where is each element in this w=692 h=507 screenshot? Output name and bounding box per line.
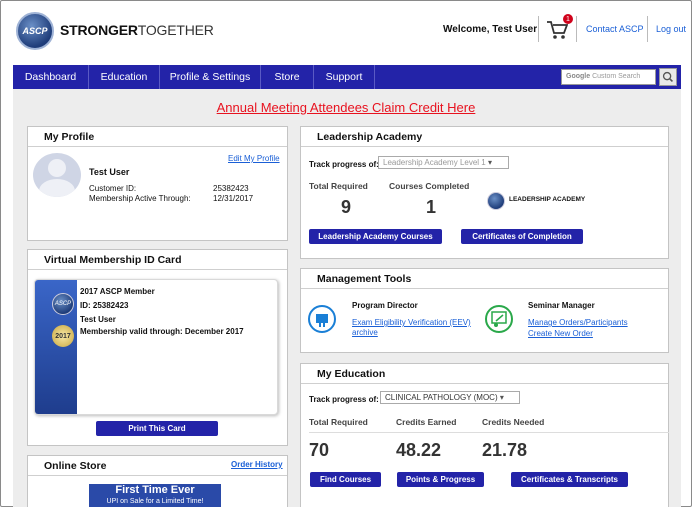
print-card-button[interactable]: Print This Card [96, 421, 218, 436]
education-track-select[interactable]: CLINICAL PATHOLOGY (MOC) ▾ [380, 391, 520, 404]
leadership-completed-value: 1 [426, 197, 437, 217]
membership-label: Membership Active Through: [89, 194, 191, 203]
brand-rest: TOGETHER [137, 22, 214, 38]
eev-link[interactable]: Exam Eligibility Verification (EEV) [352, 318, 471, 327]
nav-support[interactable]: Support [325, 71, 363, 83]
leadership-academy-logo [487, 192, 505, 210]
nav-divider [159, 65, 160, 89]
education-total-value: 70 [309, 440, 330, 460]
leadership-courses-button[interactable]: Leadership Academy Courses [309, 229, 442, 244]
leadership-track-label: Track progress of: [309, 160, 379, 169]
brand-bold: STRONGER [60, 22, 138, 38]
management-panel: Management Tools [300, 268, 669, 353]
header-divider [576, 16, 577, 42]
credits-earned-label: Credits Earned [396, 417, 457, 427]
chevron-down-icon: ▾ [487, 158, 492, 167]
nav-dashboard[interactable]: Dashboard [24, 71, 77, 83]
header-divider [647, 16, 648, 42]
brand-name: STRONGERTOGETHER [60, 22, 214, 38]
nav-profile-settings[interactable]: Profile & Settings [169, 71, 251, 83]
education-title: My Education [301, 364, 668, 384]
program-director-title: Program Director [352, 301, 418, 310]
cart-count-badge: 1 [563, 14, 573, 24]
profile-name: Test User [89, 167, 130, 177]
create-order-link[interactable]: Create New Order [528, 329, 593, 338]
card-logo: ASCP [52, 293, 74, 315]
banner-title: First Time Ever [115, 484, 195, 496]
leadership-total-value: 9 [341, 197, 352, 217]
leadership-track-select[interactable]: Leadership Academy Level 1 ▾ [378, 156, 509, 169]
claim-credit-link[interactable]: Annual Meeting Attendees Claim Credit He… [216, 100, 476, 115]
card-line-2: ID: 25382423 [80, 301, 129, 310]
seminar-manager-title: Seminar Manager [528, 301, 595, 310]
nav-divider [313, 65, 314, 89]
logout-link[interactable]: Log out [656, 24, 687, 34]
membership-date: 12/31/2017 [213, 194, 254, 203]
certificates-completion-button[interactable]: Certificates of Completion [461, 229, 583, 244]
credits-needed-label: Credits Needed [482, 417, 545, 427]
card-logo-text: ASCP [54, 301, 72, 307]
nav-store[interactable]: Store [274, 71, 300, 83]
id-card-title: Virtual Membership ID Card [28, 250, 287, 270]
banner-subtitle: UPI on Sale for a Limited Time! [106, 498, 204, 505]
seminar-manager-icon [485, 305, 513, 333]
nav-education[interactable]: Education [100, 71, 148, 83]
promo-banner[interactable]: First Time Ever UPI on Sale for a Limite… [89, 484, 221, 507]
store-title: Online Store [28, 456, 287, 476]
points-progress-button[interactable]: Points & Progress [397, 472, 484, 487]
profile-panel: My Profile [27, 126, 288, 241]
credits-needed-value: 21.78 [482, 440, 528, 460]
leadership-title: Leadership Academy [301, 127, 668, 147]
education-track-value: CLINICAL PATHOLOGY (MOC) [385, 393, 498, 402]
card-year-text: 2017 [55, 332, 71, 340]
search-icon[interactable] [659, 68, 677, 86]
order-history-link[interactable]: Order History [231, 460, 283, 469]
nav-divider [88, 65, 89, 89]
leadership-total-label: Total Required [309, 181, 368, 191]
header-divider [538, 16, 539, 42]
education-divider [309, 432, 669, 433]
search-placeholder: Custom Search [592, 73, 641, 80]
find-courses-button[interactable]: Find Courses [310, 472, 381, 487]
membership-card: ASCP 2017 [34, 279, 278, 415]
cart-icon[interactable] [546, 20, 568, 40]
main-nav: Dashboard Education Profile & Settings S… [13, 65, 681, 89]
profile-title: My Profile [28, 127, 287, 147]
card-year-seal: 2017 [52, 325, 74, 347]
customer-id-value: 25382423 [213, 184, 249, 193]
card-line-3: Test User [80, 315, 116, 324]
leadership-track-value: Leadership Academy Level 1 [383, 158, 486, 167]
card-line-1: 2017 ASCP Member [80, 287, 155, 296]
nav-divider [374, 65, 375, 89]
certificates-transcripts-button[interactable]: Certificates & Transcripts [511, 472, 628, 487]
education-track-label: Track progress of: [309, 395, 379, 404]
education-total-label: Total Required [309, 417, 368, 427]
card-line-4: Membership valid through: December 2017 [80, 327, 244, 336]
nav-divider [260, 65, 261, 89]
chevron-down-icon: ▾ [499, 393, 504, 402]
avatar [33, 153, 81, 197]
search-brand: Google [566, 73, 591, 80]
contact-link[interactable]: Contact ASCP [586, 24, 644, 34]
management-title: Management Tools [301, 269, 668, 289]
manage-orders-link[interactable]: Manage Orders/Participants [528, 318, 628, 327]
edit-profile-link[interactable]: Edit My Profile [228, 154, 280, 163]
program-director-icon [308, 305, 336, 333]
logo-text: ASCP [22, 26, 48, 36]
customer-id-label: Customer ID: [89, 184, 137, 193]
ascp-logo[interactable]: ASCP [16, 12, 54, 50]
search-input[interactable]: Google Custom Search [561, 69, 656, 85]
welcome-text: Welcome, Test User [443, 24, 538, 35]
credits-earned-value: 48.22 [396, 440, 442, 460]
leadership-completed-label: Courses Completed [389, 181, 470, 191]
eev-archive-link[interactable]: archive [352, 328, 378, 337]
leadership-logo-text: LEADERSHIP ACADEMY [509, 196, 586, 203]
